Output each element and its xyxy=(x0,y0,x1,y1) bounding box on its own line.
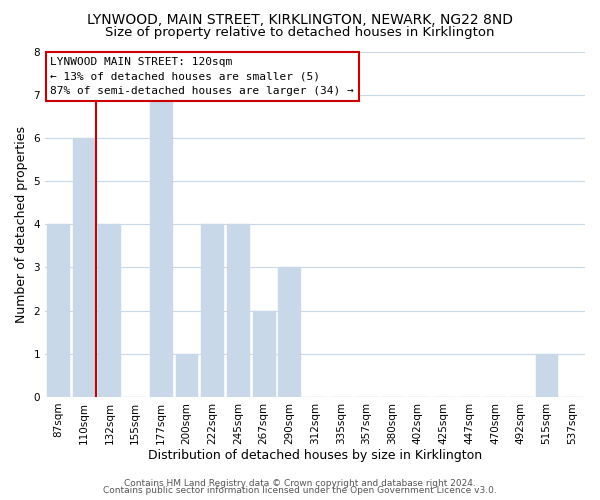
Bar xyxy=(176,354,197,397)
Bar xyxy=(47,224,69,397)
Bar xyxy=(201,224,223,397)
Bar xyxy=(536,354,557,397)
Bar xyxy=(150,94,172,397)
Text: LYNWOOD MAIN STREET: 120sqm
← 13% of detached houses are smaller (5)
87% of semi: LYNWOOD MAIN STREET: 120sqm ← 13% of det… xyxy=(50,56,354,96)
Text: Contains public sector information licensed under the Open Government Licence v3: Contains public sector information licen… xyxy=(103,486,497,495)
Bar xyxy=(73,138,95,397)
X-axis label: Distribution of detached houses by size in Kirklington: Distribution of detached houses by size … xyxy=(148,450,482,462)
Bar xyxy=(253,310,275,397)
Bar xyxy=(227,224,249,397)
Bar xyxy=(278,268,300,397)
Text: Size of property relative to detached houses in Kirklington: Size of property relative to detached ho… xyxy=(105,26,495,39)
Bar xyxy=(98,224,120,397)
Text: Contains HM Land Registry data © Crown copyright and database right 2024.: Contains HM Land Registry data © Crown c… xyxy=(124,478,476,488)
Y-axis label: Number of detached properties: Number of detached properties xyxy=(15,126,28,322)
Text: LYNWOOD, MAIN STREET, KIRKLINGTON, NEWARK, NG22 8ND: LYNWOOD, MAIN STREET, KIRKLINGTON, NEWAR… xyxy=(87,12,513,26)
